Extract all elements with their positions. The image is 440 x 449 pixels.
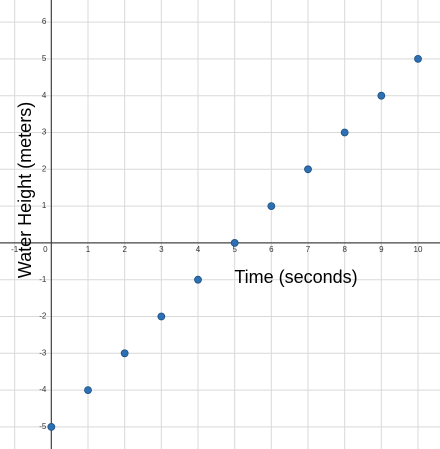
x-tick-label: 6 <box>269 245 274 254</box>
data-point <box>340 128 349 137</box>
data-point <box>267 202 276 210</box>
x-tick-label: 8 <box>342 245 347 254</box>
data-point <box>304 165 312 174</box>
data-point <box>120 349 129 358</box>
y-tick-label: -5 <box>39 422 47 431</box>
data-point <box>157 312 166 321</box>
x-tick-label: 9 <box>379 245 384 254</box>
y-tick-label: -1 <box>39 275 47 284</box>
x-tick-label: 5 <box>232 245 237 254</box>
data-point <box>194 275 202 284</box>
data-point <box>84 386 92 395</box>
x-tick-label: -1 <box>11 245 19 254</box>
y-tick-label: 4 <box>42 91 47 100</box>
y-tick-label: -2 <box>39 312 47 321</box>
x-tick-label: 1 <box>86 245 91 254</box>
y-tick-label: 1 <box>42 201 47 210</box>
x-axis-label: Time (seconds) <box>234 267 357 287</box>
data-point <box>414 54 422 63</box>
y-tick-label: 6 <box>42 17 47 26</box>
x-tick-label: 2 <box>122 245 127 254</box>
x-tick-label: 0 <box>43 245 48 254</box>
x-tick-label: 10 <box>414 245 423 254</box>
y-tick-label: 3 <box>42 128 47 137</box>
data-point <box>47 423 56 431</box>
y-tick-label: -4 <box>39 385 47 394</box>
x-tick-label: 7 <box>306 245 311 254</box>
y-tick-label: -3 <box>39 348 47 357</box>
y-axis-label: Water Height (meters) <box>15 102 35 278</box>
x-tick-label: 3 <box>159 245 164 254</box>
y-tick-label: 5 <box>42 54 47 63</box>
data-point <box>230 239 239 247</box>
y-tick-label: 2 <box>42 164 47 173</box>
data-point <box>377 91 386 100</box>
x-tick-label: 4 <box>196 245 201 254</box>
